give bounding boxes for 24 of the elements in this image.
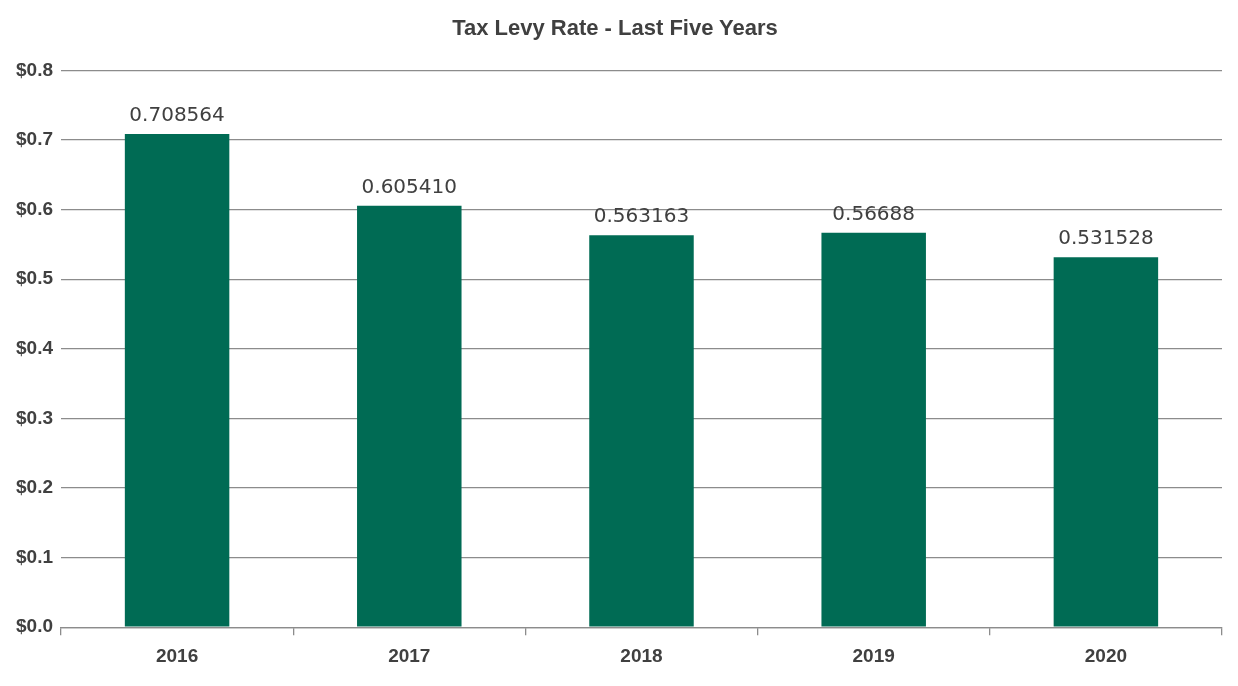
bar: [589, 235, 694, 627]
chart-title: Tax Levy Rate - Last Five Years: [452, 15, 778, 41]
data-label: 0.531528: [1058, 225, 1154, 250]
x-tick-label: 2017: [388, 644, 431, 666]
bar: [124, 134, 230, 627]
data-label: 0.563163: [593, 203, 690, 228]
y-tick-label: $0.0: [16, 615, 53, 637]
y-tick-label: $0.7: [16, 128, 53, 150]
data-label: 0.708564: [129, 102, 225, 127]
y-tick-label: $0.4: [16, 337, 54, 359]
x-tick-label: 2019: [852, 644, 895, 666]
y-tick-label: $0.2: [16, 476, 53, 498]
y-tick-label: $0.5: [16, 267, 54, 289]
x-tick-label: 2020: [1084, 644, 1128, 666]
y-tick-label: $0.8: [16, 58, 53, 80]
bar: [357, 205, 462, 627]
x-tick-label: 2016: [155, 644, 199, 666]
y-tick-label: $0.3: [16, 406, 53, 428]
data-label: 0.605410: [361, 174, 457, 199]
bar: [821, 232, 926, 627]
bar: [1053, 257, 1159, 627]
y-tick-label: $0.1: [16, 545, 54, 567]
y-tick-label: $0.6: [16, 197, 53, 219]
x-tick-label: 2018: [620, 644, 663, 666]
